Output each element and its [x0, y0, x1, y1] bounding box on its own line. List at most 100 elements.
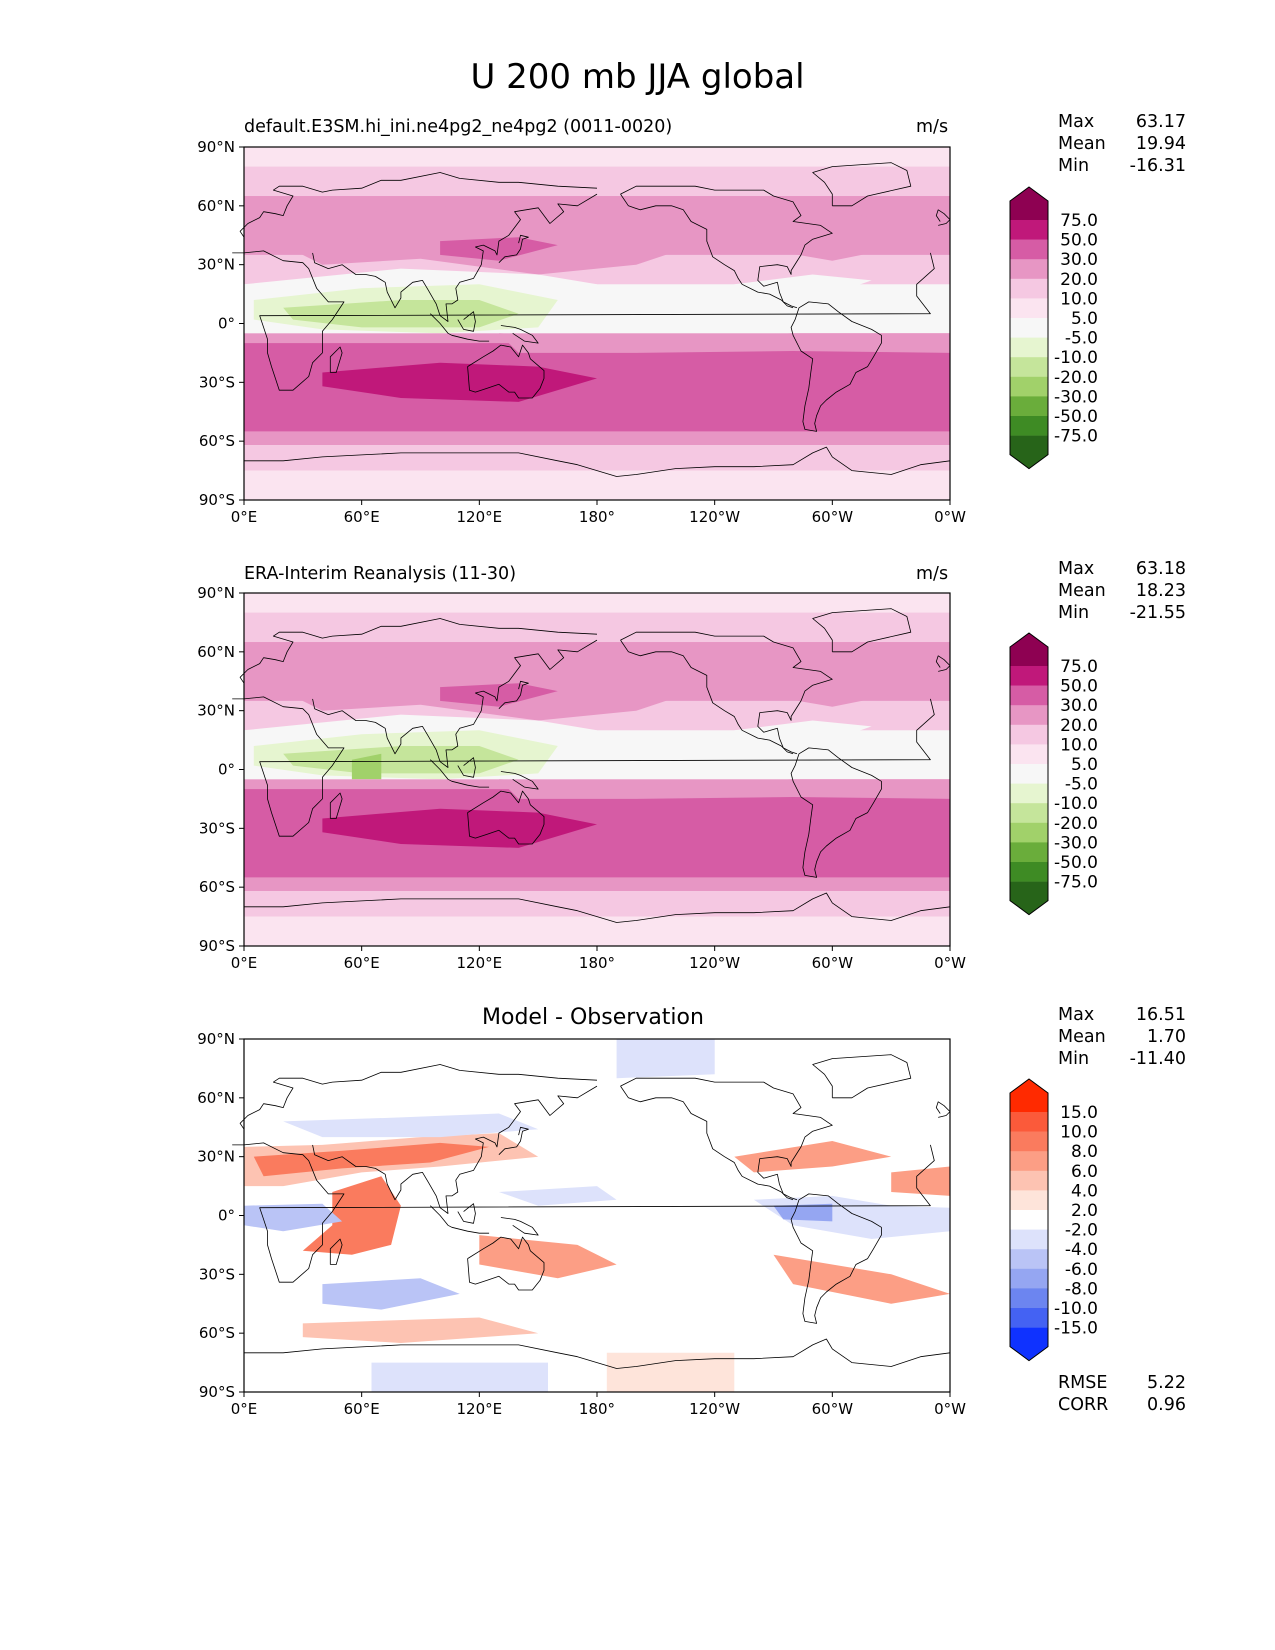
field-sh-subtropics	[498, 779, 950, 799]
max-label: Max	[1058, 1005, 1095, 1025]
coastline-segment	[790, 301, 882, 432]
colorbar-label: -5.0	[1065, 775, 1098, 795]
coastline-segment	[812, 608, 912, 653]
x-tick-label: 60°E	[344, 1400, 380, 1418]
colorbar-label: -20.0	[1054, 814, 1098, 834]
panel-3-stats: Max 16.51 Mean 1.70 Min -11.40	[1058, 1004, 1186, 1070]
min-label: Min	[1058, 603, 1090, 623]
field-sh-polar	[244, 445, 950, 471]
colorbar-segment	[1010, 416, 1048, 436]
difference-field	[244, 1039, 950, 1392]
colorbar-outline	[1009, 1078, 1049, 1362]
coastline-segment	[467, 344, 545, 399]
coastline-segment	[312, 193, 598, 322]
colorbar-segment	[1010, 239, 1048, 260]
colorbar-label: -10.0	[1054, 348, 1098, 368]
coastline-segment	[329, 1238, 343, 1265]
colorbar-label: -50.0	[1054, 853, 1098, 873]
coastline-segment	[430, 1205, 490, 1234]
panel-2-subtitle: ERA-Interim Reanalysis (11-30)	[244, 564, 517, 584]
colorbar-segment	[1010, 724, 1048, 745]
field-neg-asia	[283, 1113, 539, 1138]
colorbar-label: -5.0	[1065, 329, 1098, 349]
colorbar-outline	[1009, 186, 1049, 470]
colorbar-segment	[1010, 1308, 1048, 1328]
x-tick-label: 0°W	[934, 1400, 966, 1418]
max-value: 16.51	[1135, 1005, 1186, 1025]
colorbar-min-extension	[1010, 1327, 1048, 1361]
colorbar-min-extension	[1010, 435, 1048, 469]
coastline-segment	[329, 346, 343, 373]
coastline-segment	[232, 250, 935, 391]
field-neg-americas-core	[773, 1203, 833, 1222]
field-sh-pole	[244, 470, 950, 500]
colorbar-segment	[1010, 666, 1048, 686]
field-pos-africa	[891, 1166, 950, 1196]
colorbar-segment	[1010, 862, 1048, 882]
coastline-segment	[232, 696, 935, 837]
field-neg-indian-ocean	[322, 1278, 460, 1310]
x-tick-label: 0°E	[231, 508, 258, 526]
colorbar-label: -15.0	[1054, 1319, 1098, 1339]
colorbar-segment	[1010, 396, 1048, 417]
field-pos-indian	[302, 1176, 401, 1255]
field-neg-arctic	[616, 1039, 715, 1079]
colorbar-label: 10.0	[1060, 1123, 1098, 1143]
y-tick-label: 30°S	[199, 373, 235, 391]
field-neg-antarctic	[371, 1362, 548, 1392]
y-tick-label: 90°S	[199, 1383, 235, 1401]
x-tick-label: 60°W	[812, 508, 854, 526]
coastline-segment	[790, 747, 882, 878]
field-easterly-20	[283, 300, 519, 328]
field-asia-jet	[440, 237, 558, 261]
mean-value: 19.94	[1135, 134, 1186, 154]
y-tick-label: 30°S	[199, 819, 235, 837]
field-neg-pacific	[498, 1186, 617, 1206]
x-tick-label: 120°W	[689, 954, 740, 972]
colorbar-label: -30.0	[1054, 833, 1098, 853]
coastline-segment	[620, 193, 794, 309]
max-label: Max	[1058, 559, 1095, 579]
max-value: 63.18	[1135, 559, 1186, 579]
colorbar-segment	[1010, 822, 1048, 843]
colorbar-segment	[1010, 357, 1048, 378]
max-value: 63.17	[1135, 112, 1186, 132]
coastline-segment	[935, 1101, 951, 1118]
colorbar-segment	[1010, 376, 1048, 397]
y-tick-label: 60°N	[197, 197, 235, 215]
corr-label: CORR	[1058, 1395, 1109, 1415]
coastline-segment	[500, 771, 539, 790]
colorbar-segment	[1010, 1288, 1048, 1309]
x-tick-label: 0°E	[231, 1400, 258, 1418]
y-tick-label: 30°S	[199, 1265, 235, 1283]
colorbar-segment	[1010, 220, 1048, 240]
panel-1-units: m/s	[916, 117, 949, 137]
field-pos-atlantic	[734, 1141, 892, 1173]
y-tick-label: 30°N	[197, 256, 235, 274]
colorbar-segment	[1010, 764, 1048, 784]
field-pos-pole	[606, 1352, 735, 1392]
coastline-segment	[244, 1338, 951, 1369]
wind-field	[244, 147, 950, 500]
colorbar-label: 10.0	[1060, 289, 1098, 309]
colorbar-segment	[1010, 278, 1048, 299]
x-tick-label: 120°E	[457, 1400, 503, 1418]
max-label: Max	[1058, 112, 1095, 132]
min-value: -21.55	[1129, 603, 1186, 623]
mean-label: Mean	[1058, 134, 1106, 154]
y-tick-label: 0°	[218, 1207, 235, 1225]
y-tick-label: 30°N	[197, 1148, 235, 1166]
x-tick-label: 180°	[579, 1400, 615, 1418]
colorbar-label: 20.0	[1060, 270, 1098, 290]
colorbar-label: 30.0	[1060, 250, 1098, 270]
colorbar-label: 50.0	[1060, 677, 1098, 697]
y-tick-label: 0°	[218, 761, 235, 779]
colorbar-label: -75.0	[1054, 873, 1098, 893]
coastline-segment	[239, 172, 598, 238]
x-tick-label: 120°E	[457, 954, 503, 972]
coastline-segment	[312, 1085, 598, 1214]
field-atlantic-jet	[753, 209, 911, 261]
coastline-segment	[620, 1077, 833, 1201]
colorbar-segment	[1010, 1190, 1048, 1211]
colorbar-segment	[1010, 259, 1048, 280]
